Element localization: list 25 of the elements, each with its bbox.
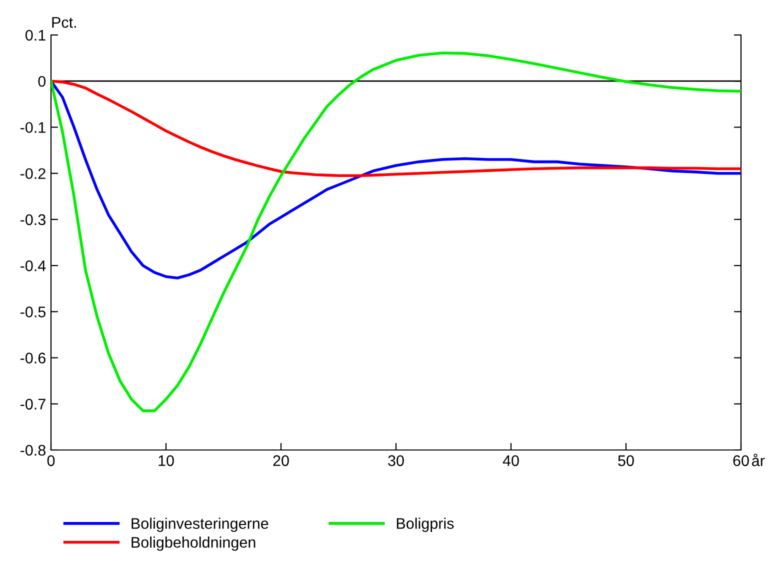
- x-tick-label: 30: [388, 455, 404, 466]
- x-tick-label: 0: [47, 455, 55, 466]
- y-tick-label: -0.1: [20, 122, 46, 133]
- y-axis-title: Pct.: [52, 17, 76, 28]
- y-tick-label: -0.5: [20, 306, 46, 318]
- x-tick-label: 50: [618, 455, 634, 466]
- line-series: [51, 52, 741, 412]
- y-tick-label: -0.7: [20, 398, 46, 410]
- x-tick-label: 20: [273, 455, 289, 466]
- x-tick-label: 40: [502, 455, 519, 466]
- x-tick-label: 60: [733, 455, 749, 466]
- legend-label: Boligpris: [396, 518, 454, 532]
- legend-label: Boligbeholdningen: [132, 536, 256, 551]
- x-axis-title: år: [752, 454, 765, 466]
- y-tick-label: -0.2: [20, 168, 46, 180]
- y-tick-label: -0.4: [20, 260, 46, 272]
- y-tick-label: 0.1: [26, 30, 46, 41]
- line-series: [51, 80, 741, 280]
- line-series: [51, 80, 741, 178]
- y-tick-label: -0.3: [20, 214, 46, 226]
- legend-label: Boliginvesteringerne: [132, 518, 268, 532]
- x-tick-label: 10: [158, 455, 174, 466]
- y-tick-label: -0.6: [20, 352, 46, 364]
- y-tick-label: -0.8: [20, 444, 46, 456]
- y-tick-label: 0: [38, 76, 46, 87]
